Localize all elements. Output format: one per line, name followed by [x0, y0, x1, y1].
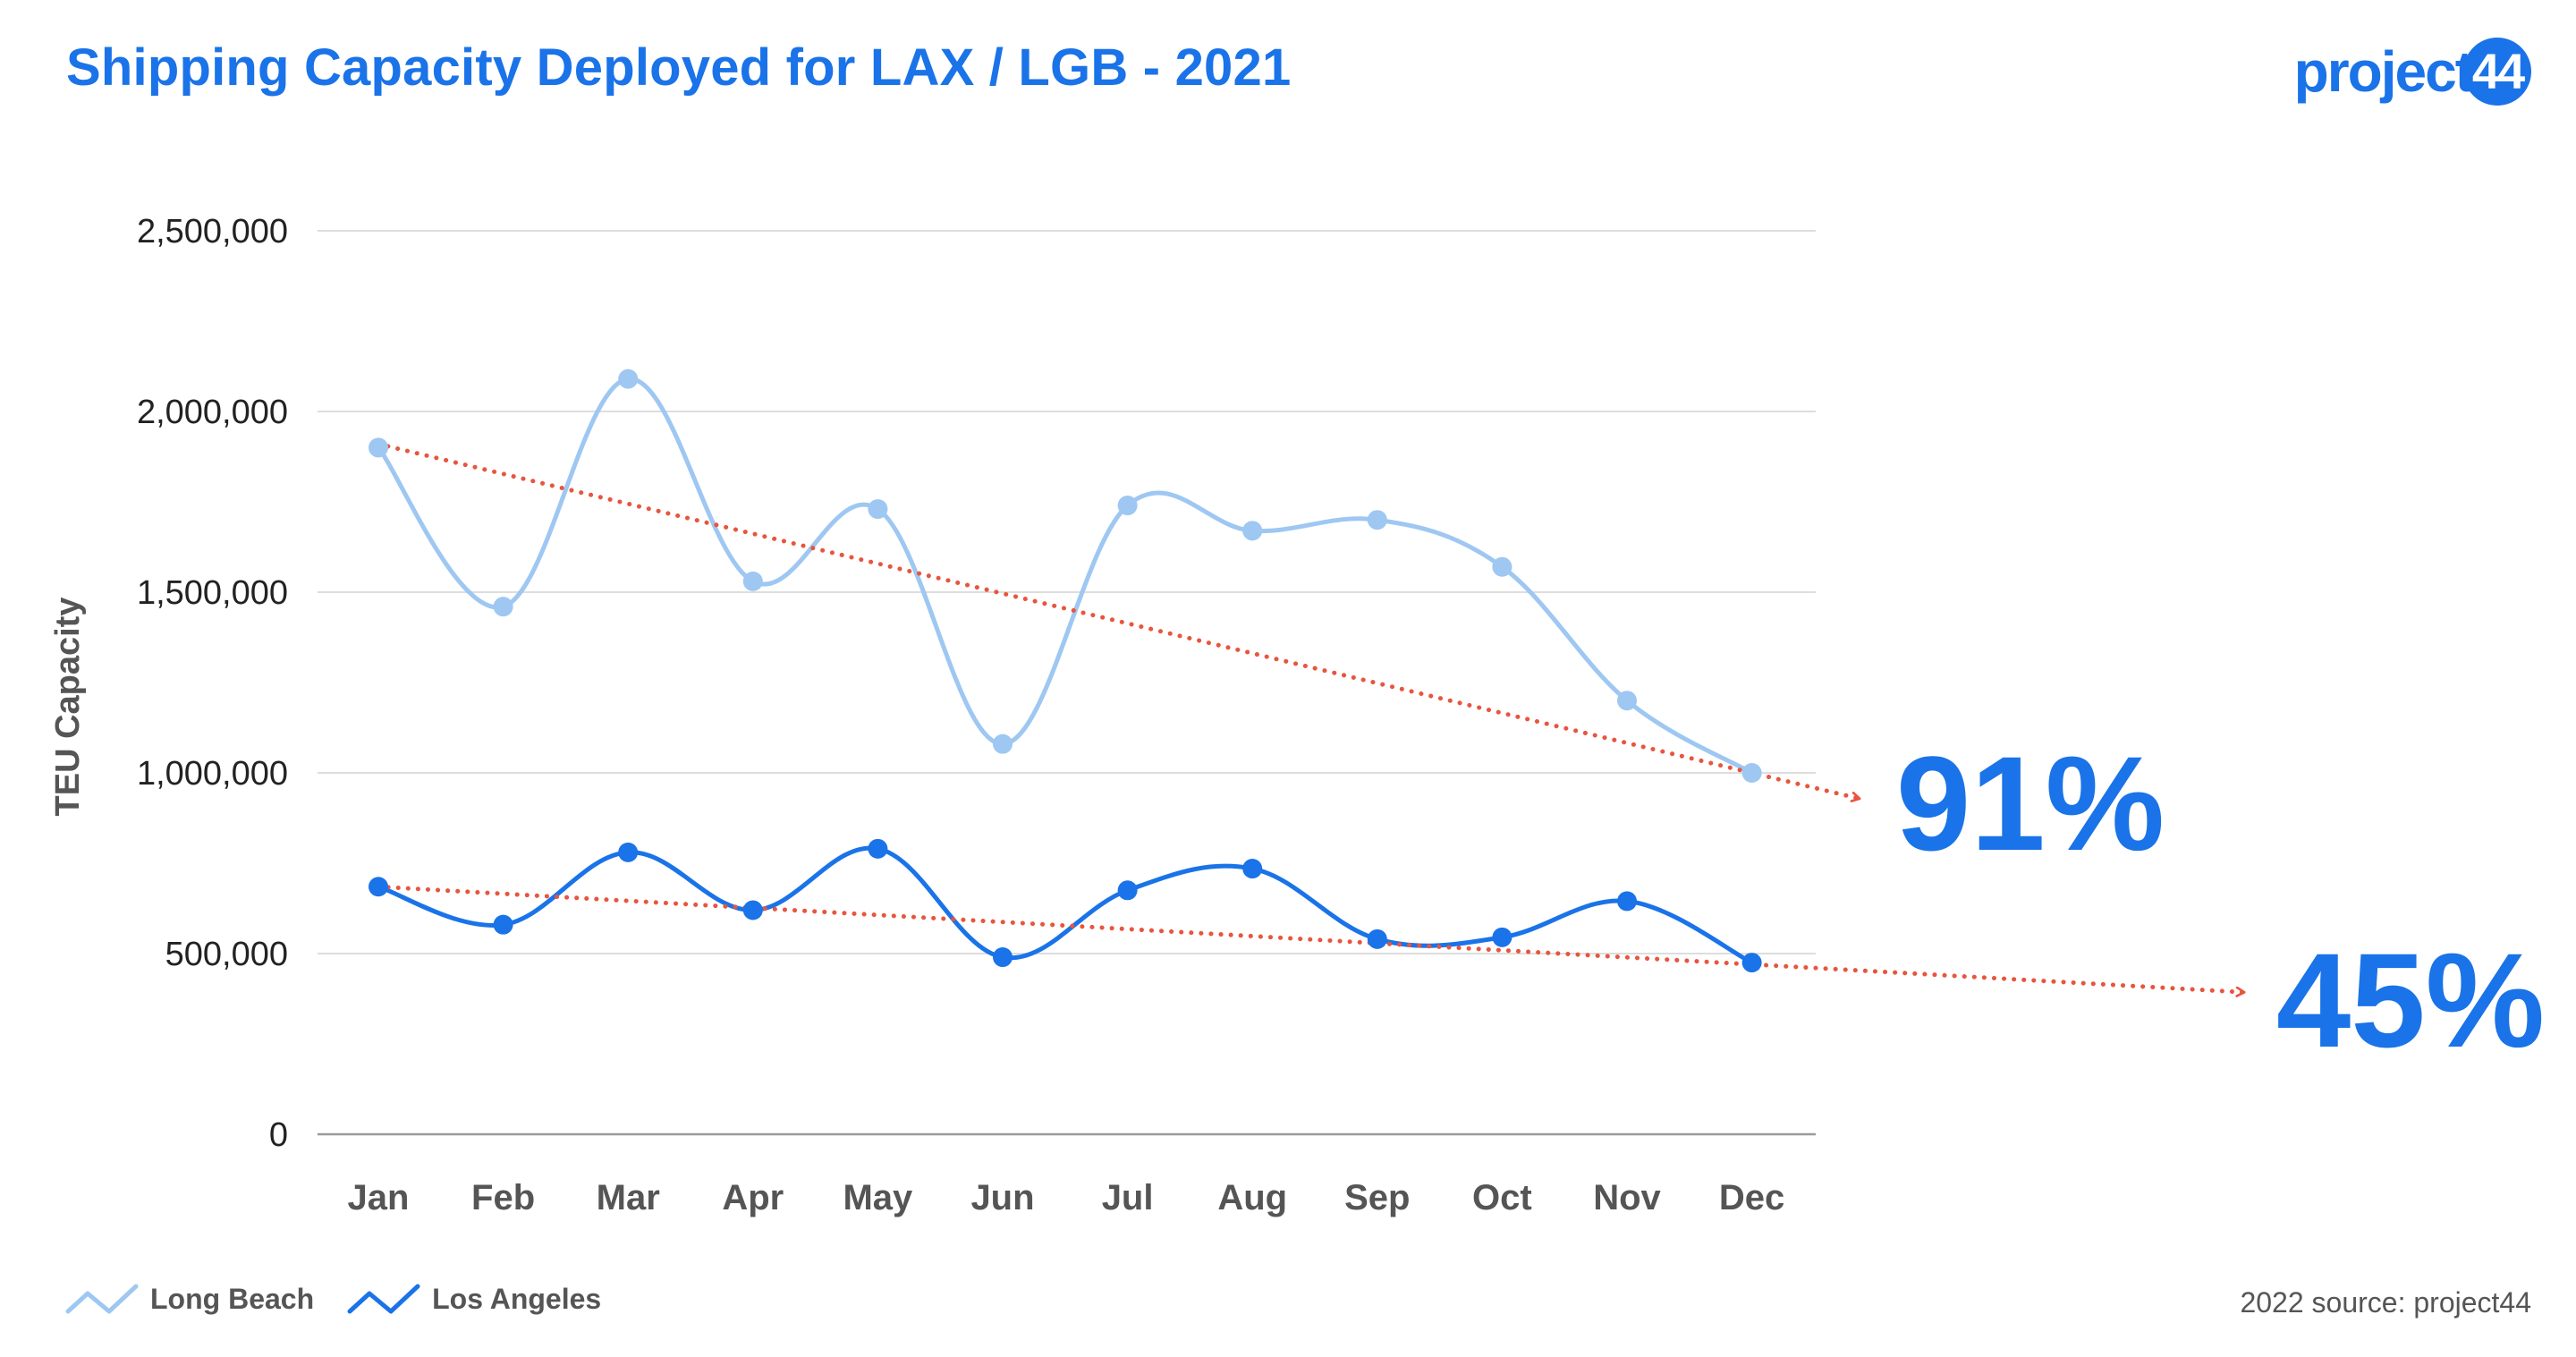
y-tick-label: 1,500,000	[137, 574, 288, 612]
data-point-los-angeles	[618, 842, 639, 862]
trend-line	[376, 441, 1859, 798]
y-tick-label: 2,500,000	[137, 213, 288, 250]
x-tick-label: Nov	[1593, 1178, 1661, 1217]
legend-swatch-los-angeles	[347, 1284, 420, 1314]
legend-item-long-beach: Long Beach	[64, 1281, 314, 1317]
data-point-los-angeles	[1741, 953, 1762, 973]
data-point-long-beach	[1741, 763, 1762, 783]
legend: Long Beach Los Angeles	[64, 1281, 633, 1317]
annotation-label: 45%	[2276, 925, 2545, 1075]
data-point-long-beach	[1617, 691, 1637, 711]
source-note: 2022 source: project44	[2240, 1286, 2531, 1319]
data-points	[369, 369, 1762, 973]
x-tick-label: Mar	[597, 1178, 660, 1217]
y-axis-label: TEU Capacity	[49, 598, 87, 817]
x-tick-label: Sep	[1344, 1178, 1410, 1217]
legend-label-los-angeles: Los Angeles	[432, 1282, 602, 1315]
trend-line	[376, 884, 2243, 992]
legend-label-long-beach: Long Beach	[150, 1282, 315, 1315]
trend-lines	[376, 441, 2243, 992]
chart-title: Shipping Capacity Deployed for LAX / LGB…	[66, 38, 1292, 97]
legend-swatch-long-beach	[65, 1284, 139, 1314]
data-point-los-angeles	[868, 838, 888, 859]
x-tick-label: Apr	[722, 1178, 784, 1217]
y-axis-ticks: 0 500,000 1,000,000 1,500,000 2,000,000 2,500…	[137, 213, 288, 1154]
x-tick-label: Oct	[1472, 1178, 1532, 1217]
annotations: 91% 45%	[1896, 728, 2545, 1075]
x-tick-label: May	[843, 1178, 913, 1217]
x-tick-label: Aug	[1217, 1178, 1287, 1217]
data-point-los-angeles	[369, 877, 388, 897]
project44-logo: project 44	[2294, 36, 2531, 107]
legend-item-los-angeles: Los Angeles	[346, 1281, 601, 1317]
gridlines	[318, 230, 1816, 1136]
series-lines	[376, 377, 1755, 965]
y-tick-label: 0	[269, 1116, 288, 1154]
data-point-los-angeles	[1617, 891, 1637, 912]
data-point-long-beach	[618, 369, 639, 389]
data-point-los-angeles	[1492, 927, 1513, 947]
x-tick-label: Jan	[348, 1178, 410, 1217]
x-tick-label: Dec	[1719, 1178, 1784, 1217]
data-point-los-angeles	[1242, 859, 1263, 879]
data-point-los-angeles	[993, 947, 1013, 968]
data-point-long-beach	[1242, 521, 1263, 541]
y-tick-label: 1,000,000	[137, 755, 288, 793]
series-line-long-beach	[376, 377, 1755, 776]
logo-text: project	[2293, 39, 2474, 104]
data-point-long-beach	[1492, 556, 1513, 577]
data-point-long-beach	[1117, 496, 1138, 516]
data-point-long-beach	[742, 571, 763, 591]
x-tick-label: Jun	[970, 1178, 1034, 1217]
data-point-long-beach	[369, 437, 388, 458]
logo-badge: 44	[2463, 38, 2531, 106]
x-tick-label: Feb	[471, 1178, 535, 1217]
annotation-label: 91%	[1896, 728, 2165, 878]
y-tick-label: 500,000	[165, 936, 288, 973]
x-tick-label: Jul	[1102, 1178, 1154, 1217]
data-point-long-beach	[868, 499, 888, 520]
y-tick-label: 2,000,000	[137, 394, 288, 431]
data-point-long-beach	[493, 597, 513, 617]
series-line-los-angeles	[376, 845, 1755, 965]
data-point-los-angeles	[742, 900, 763, 920]
x-axis-ticks: Jan Feb Mar Apr May Jun Jul Aug Sep Oct Nov Dec	[348, 1178, 1785, 1217]
data-point-los-angeles	[1367, 929, 1387, 949]
data-point-los-angeles	[493, 914, 513, 935]
data-point-long-beach	[1367, 510, 1387, 530]
data-point-long-beach	[993, 734, 1013, 754]
data-point-los-angeles	[1117, 880, 1138, 901]
